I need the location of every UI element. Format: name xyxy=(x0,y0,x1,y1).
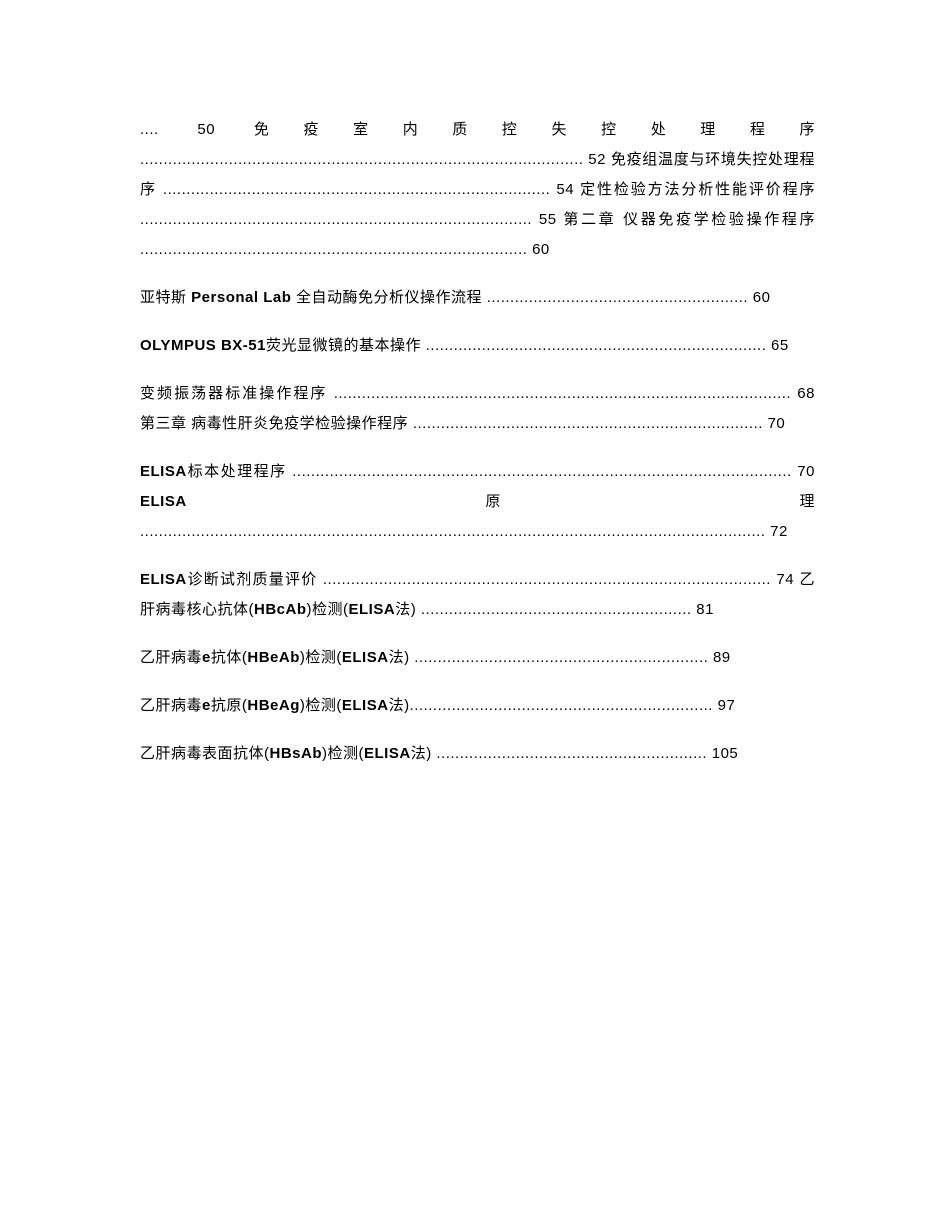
toc-block-2: OLYMPUS BX-51荧光显微镜的基本操作 ................… xyxy=(140,331,815,361)
toc-block-3: 变频振荡器标准操作程序 ............................… xyxy=(140,379,815,439)
toc-block-1: 亚特斯 Personal Lab 全自动酶免分析仪操作流程 ..........… xyxy=(140,283,815,313)
table-of-contents: .... 50 免疫室内质控失控处理程序 ...................… xyxy=(140,115,815,769)
toc-block-4: ELISA标本处理程序 ............................… xyxy=(140,457,815,547)
toc-block-7: 乙肝病毒e抗原(HBeAg)检测(ELISA法)................… xyxy=(140,691,815,721)
toc-block-0: .... 50 免疫室内质控失控处理程序 ...................… xyxy=(140,115,815,265)
toc-block-6: 乙肝病毒e抗体(HBeAb)检测(ELISA法) ...............… xyxy=(140,643,815,673)
toc-block-5: ELISA诊断试剂质量评价 ..........................… xyxy=(140,565,815,625)
toc-block-8: 乙肝病毒表面抗体(HBsAb)检测(ELISA法) ..............… xyxy=(140,739,815,769)
